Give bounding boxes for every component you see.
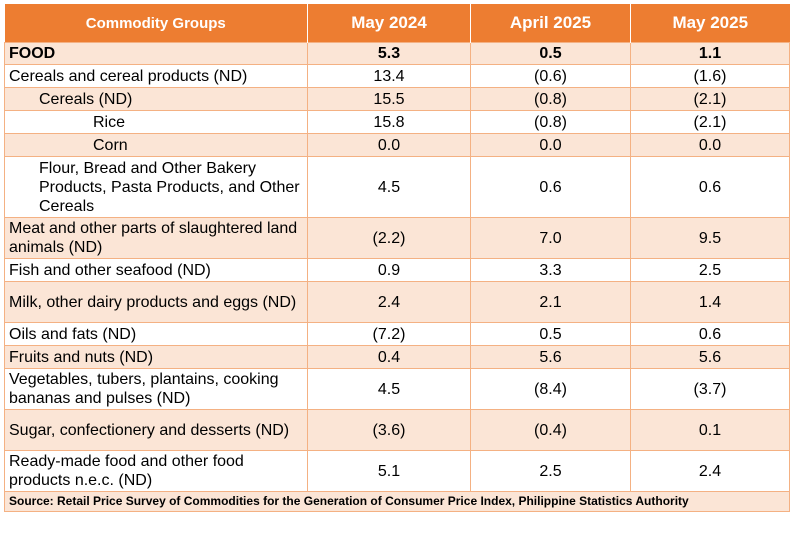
value-april-2025: 5.6 xyxy=(470,345,631,369)
value-may-2024: (2.2) xyxy=(307,217,471,259)
value-april-2025: (0.8) xyxy=(470,110,631,134)
row-label: Oils and fats (ND) xyxy=(4,322,308,346)
value-may-2025: (2.1) xyxy=(630,110,790,134)
table-row: Corn 0.0 0.0 0.0 xyxy=(4,133,790,157)
value-may-2024: (7.2) xyxy=(307,322,471,346)
row-label: Fish and other seafood (ND) xyxy=(4,258,308,282)
value-april-2025: (0.8) xyxy=(470,87,631,111)
value-april-2025: (8.4) xyxy=(470,368,631,410)
row-label: Corn xyxy=(4,133,308,157)
value-may-2025: 5.6 xyxy=(630,345,790,369)
source-row: Source: Retail Price Survey of Commoditi… xyxy=(4,491,790,512)
food-inflation-table: Commodity Groups May 2024 April 2025 May… xyxy=(4,4,790,512)
table-row: Sugar, confectionery and desserts (ND) (… xyxy=(4,409,790,451)
value-may-2024: 0.9 xyxy=(307,258,471,282)
value-may-2025: 0.6 xyxy=(630,156,790,218)
value-may-2024: 0.4 xyxy=(307,345,471,369)
value-april-2025: 2.5 xyxy=(470,450,631,492)
row-label: Fruits and nuts (ND) xyxy=(4,345,308,369)
row-label: Meat and other parts of slaughtered land… xyxy=(4,217,308,259)
value-may-2024: 15.8 xyxy=(307,110,471,134)
table-row: Flour, Bread and Other Bakery Products, … xyxy=(4,156,790,218)
row-label: Cereals and cereal products (ND) xyxy=(4,64,308,88)
value-may-2024: 0.0 xyxy=(307,133,471,157)
value-april-2025: 0.5 xyxy=(470,42,631,65)
table-row: Ready-made food and other food products … xyxy=(4,450,790,492)
value-may-2025: 9.5 xyxy=(630,217,790,259)
header-april-2025: April 2025 xyxy=(470,4,631,43)
food-inflation-table-container: Commodity Groups May 2024 April 2025 May… xyxy=(4,4,790,512)
table-row: Milk, other dairy products and eggs (ND)… xyxy=(4,281,790,323)
value-april-2025: 3.3 xyxy=(470,258,631,282)
value-may-2025: 2.5 xyxy=(630,258,790,282)
header-commodity-groups: Commodity Groups xyxy=(4,4,308,43)
row-label: Cereals (ND) xyxy=(4,87,308,111)
table-row: Cereals (ND) 15.5 (0.8) (2.1) xyxy=(4,87,790,111)
value-may-2025: (2.1) xyxy=(630,87,790,111)
row-label: FOOD xyxy=(4,42,308,65)
value-april-2025: 0.5 xyxy=(470,322,631,346)
header-row: Commodity Groups May 2024 April 2025 May… xyxy=(4,4,790,43)
value-april-2025: 7.0 xyxy=(470,217,631,259)
table-row: Cereals and cereal products (ND) 13.4 (0… xyxy=(4,64,790,88)
value-may-2024: 5.1 xyxy=(307,450,471,492)
value-may-2025: 1.1 xyxy=(630,42,790,65)
table-row: Oils and fats (ND) (7.2) 0.5 0.6 xyxy=(4,322,790,346)
value-april-2025: (0.4) xyxy=(470,409,631,451)
value-may-2025: 2.4 xyxy=(630,450,790,492)
value-may-2024: 4.5 xyxy=(307,368,471,410)
row-label: Rice xyxy=(4,110,308,134)
value-may-2024: 2.4 xyxy=(307,281,471,323)
header-may-2024: May 2024 xyxy=(307,4,471,43)
value-may-2025: 0.0 xyxy=(630,133,790,157)
value-may-2024: 15.5 xyxy=(307,87,471,111)
value-may-2025: 0.1 xyxy=(630,409,790,451)
table-row: FOOD 5.3 0.5 1.1 xyxy=(4,42,790,65)
row-label: Sugar, confectionery and desserts (ND) xyxy=(4,409,308,451)
value-april-2025: 2.1 xyxy=(470,281,631,323)
value-may-2024: 5.3 xyxy=(307,42,471,65)
table-row: Fruits and nuts (ND) 0.4 5.6 5.6 xyxy=(4,345,790,369)
header-may-2025: May 2025 xyxy=(630,4,790,43)
row-label: Milk, other dairy products and eggs (ND) xyxy=(4,281,308,323)
row-label: Ready-made food and other food products … xyxy=(4,450,308,492)
table-row: Meat and other parts of slaughtered land… xyxy=(4,217,790,259)
value-may-2025: (3.7) xyxy=(630,368,790,410)
table-row: Vegetables, tubers, plantains, cooking b… xyxy=(4,368,790,410)
value-may-2024: 13.4 xyxy=(307,64,471,88)
value-april-2025: 0.0 xyxy=(470,133,631,157)
value-may-2025: (1.6) xyxy=(630,64,790,88)
value-may-2025: 0.6 xyxy=(630,322,790,346)
table-row: Rice 15.8 (0.8) (2.1) xyxy=(4,110,790,134)
source-note: Source: Retail Price Survey of Commoditi… xyxy=(4,491,790,512)
value-may-2025: 1.4 xyxy=(630,281,790,323)
table-row: Fish and other seafood (ND) 0.9 3.3 2.5 xyxy=(4,258,790,282)
value-april-2025: (0.6) xyxy=(470,64,631,88)
row-label: Vegetables, tubers, plantains, cooking b… xyxy=(4,368,308,410)
row-label: Flour, Bread and Other Bakery Products, … xyxy=(4,156,308,218)
value-may-2024: 4.5 xyxy=(307,156,471,218)
value-april-2025: 0.6 xyxy=(470,156,631,218)
value-may-2024: (3.6) xyxy=(307,409,471,451)
